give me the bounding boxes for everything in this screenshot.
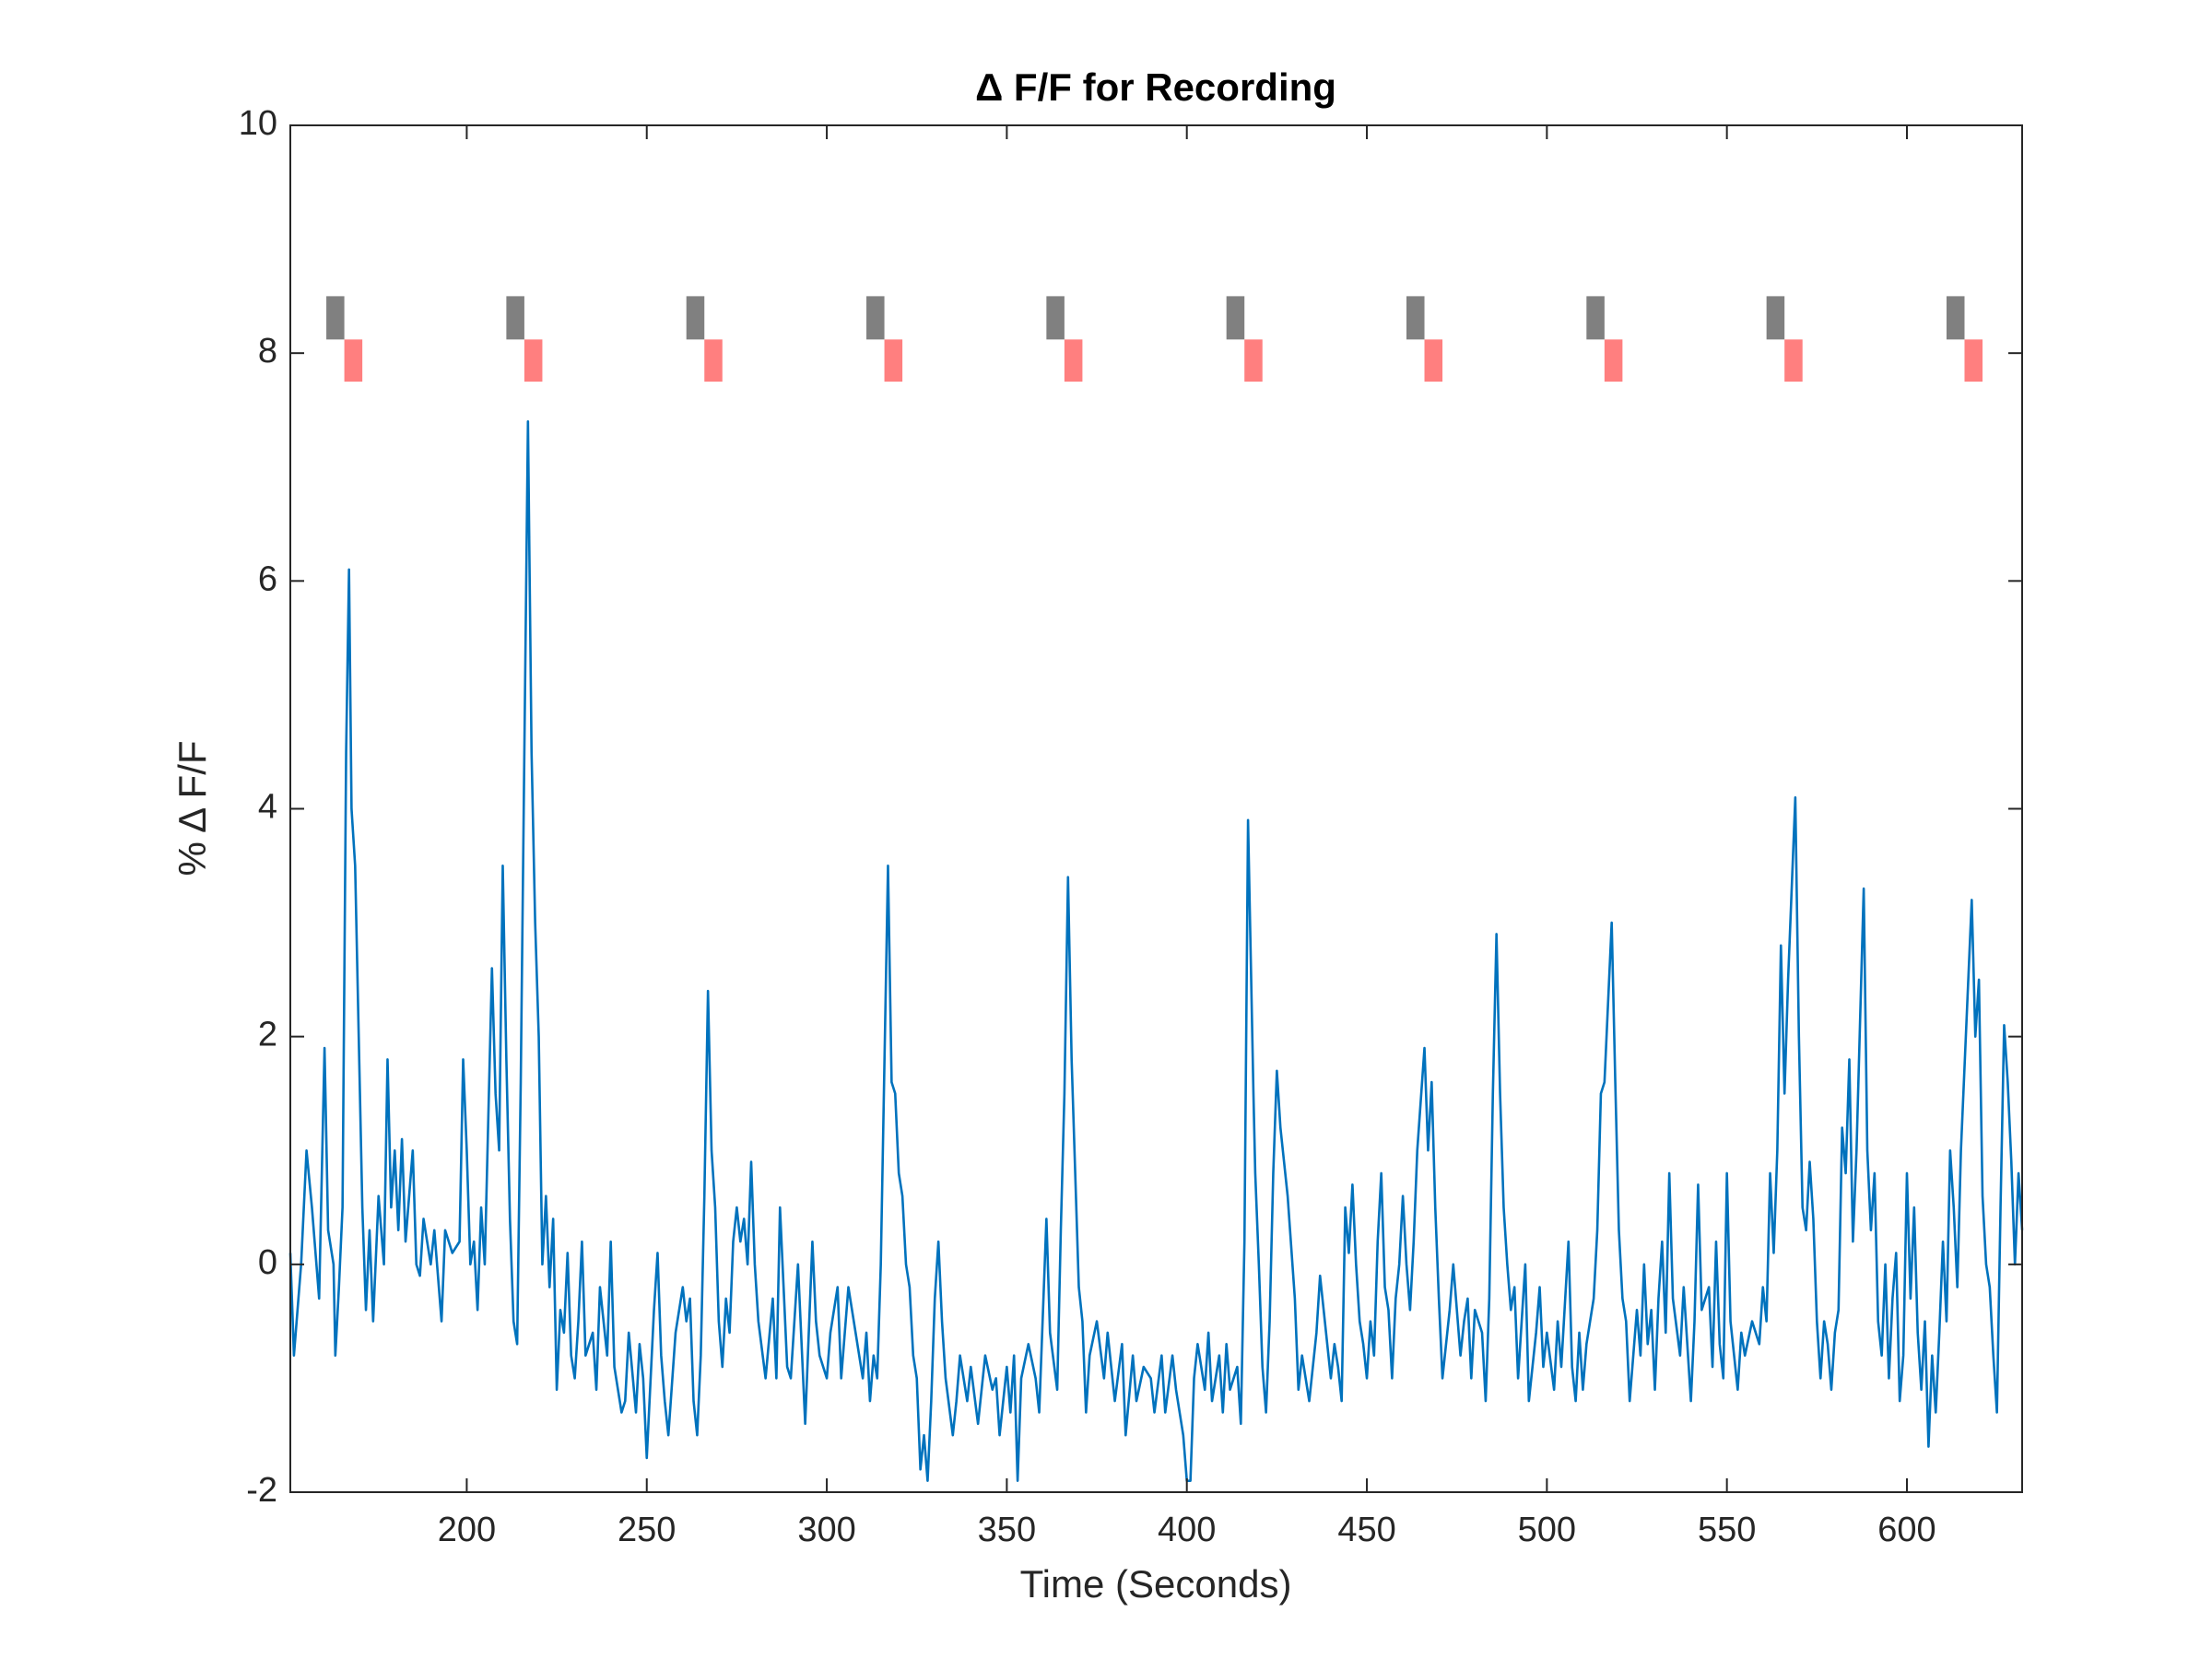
y-tick-label: 8 xyxy=(258,332,277,371)
stimulus-block xyxy=(866,296,885,340)
stimulus-block xyxy=(1784,339,1803,382)
stimulus-block xyxy=(1244,339,1263,382)
x-tick-label: 350 xyxy=(978,1511,1036,1549)
trace-line xyxy=(288,420,2024,1482)
stimulus-block xyxy=(1604,339,1623,382)
x-tick-label: 600 xyxy=(1877,1511,1936,1549)
stimulus-block xyxy=(1424,339,1443,382)
stimulus-block xyxy=(686,296,705,340)
stimulus-block xyxy=(1766,296,1785,340)
x-tick-label: 550 xyxy=(1698,1511,1756,1549)
stimulus-block xyxy=(1586,296,1605,340)
x-tick-label: 450 xyxy=(1337,1511,1395,1549)
stimulus-block xyxy=(884,339,903,382)
stimulus-block xyxy=(1946,296,1965,340)
stimulus-block xyxy=(524,339,543,382)
stimulus-block xyxy=(704,339,723,382)
chart-title: Δ F/F for Recording xyxy=(975,65,1336,109)
x-tick-label: 250 xyxy=(618,1511,676,1549)
x-tick-label: 300 xyxy=(797,1511,855,1549)
x-tick-label: 200 xyxy=(438,1511,496,1549)
y-tick-label: -2 xyxy=(246,1471,277,1510)
stimulus-block xyxy=(1046,296,1065,340)
x-tick-label: 400 xyxy=(1158,1511,1216,1549)
stimulus-block xyxy=(344,339,363,382)
x-tick-label: 500 xyxy=(1518,1511,1576,1549)
y-tick-label: 6 xyxy=(258,559,277,598)
y-tick-label: 0 xyxy=(258,1243,277,1282)
y-tick-label: 4 xyxy=(258,788,277,827)
x-axis-label: Time (Seconds) xyxy=(1020,1562,1292,1606)
stimulus-block xyxy=(1406,296,1425,340)
plot-area xyxy=(290,125,2022,1492)
stimulus-block xyxy=(506,296,524,340)
stimulus-block xyxy=(1226,296,1245,340)
y-tick-label: 10 xyxy=(239,104,277,143)
y-tick-label: 2 xyxy=(258,1016,277,1054)
stimulus-block xyxy=(1064,339,1083,382)
y-axis-label: % Δ F/F xyxy=(171,740,214,876)
stimulus-block xyxy=(326,296,345,340)
stimulus-block xyxy=(1964,339,1983,382)
